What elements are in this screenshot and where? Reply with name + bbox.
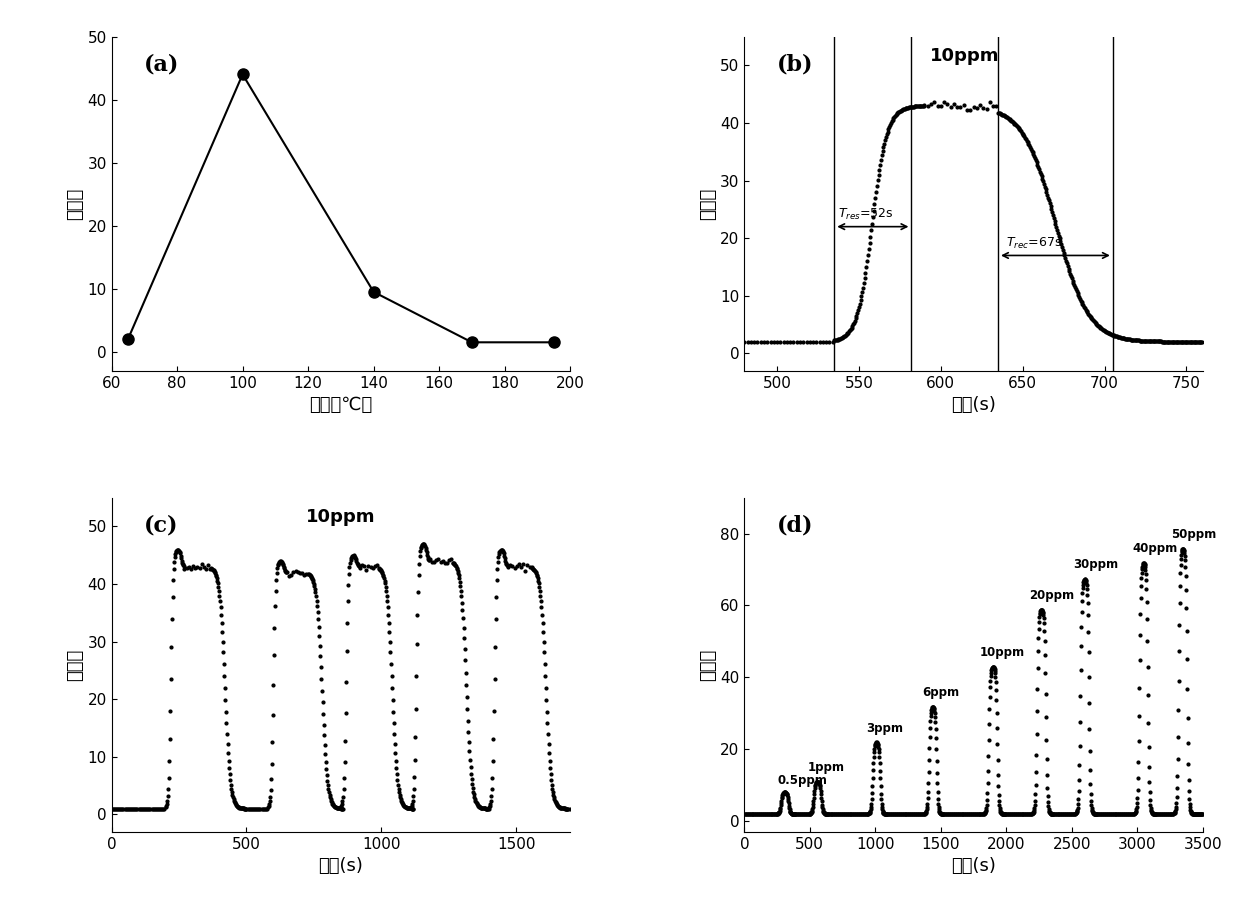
Text: 40ppm: 40ppm [1132,542,1177,555]
Text: 10ppm: 10ppm [306,507,376,526]
X-axis label: 时间(s): 时间(s) [951,396,996,414]
X-axis label: 时间(s): 时间(s) [319,857,363,876]
Text: (b): (b) [776,53,813,75]
Text: 1ppm: 1ppm [807,761,844,774]
Text: 6ppm: 6ppm [923,686,960,699]
Text: (c): (c) [144,515,179,537]
Text: $T_{rec}$=67s: $T_{rec}$=67s [1007,236,1063,251]
Text: 50ppm: 50ppm [1172,527,1216,541]
Text: 10ppm: 10ppm [980,646,1025,659]
Y-axis label: 响应値: 响应値 [67,187,84,219]
Y-axis label: 响应値: 响应値 [699,187,717,219]
Text: 10ppm: 10ppm [930,47,999,65]
X-axis label: 温度（℃）: 温度（℃） [309,396,372,414]
X-axis label: 时间(s): 时间(s) [951,857,996,876]
Text: 30ppm: 30ppm [1073,558,1118,571]
Text: (d): (d) [776,515,813,537]
Y-axis label: 响应値: 响应値 [699,649,717,681]
Text: (a): (a) [144,53,179,75]
Y-axis label: 响应値: 响应値 [67,649,84,681]
Text: 3ppm: 3ppm [866,722,903,735]
Text: 20ppm: 20ppm [1029,589,1074,601]
Text: $T_{res}$=52s: $T_{res}$=52s [838,207,894,222]
Text: 0.5ppm: 0.5ppm [777,774,827,787]
